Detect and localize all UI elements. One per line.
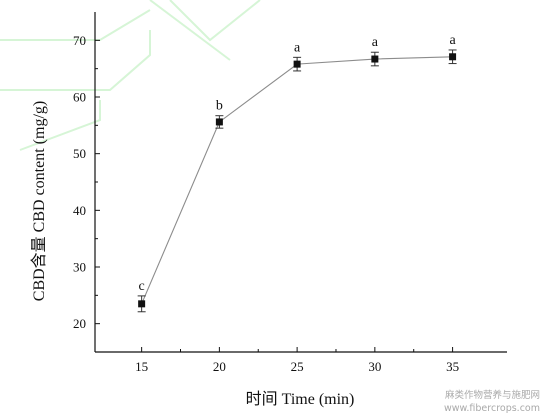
watermark: 麻类作物营养与施肥网 www.fibercrops.com	[444, 389, 540, 414]
y-tick-label: 50	[73, 146, 86, 161]
x-ticks: 15 20 25 30 35	[135, 347, 459, 374]
data-point	[449, 53, 457, 61]
x-tick-label: 20	[213, 359, 226, 374]
x-axis-title: 时间 Time (min)	[246, 390, 355, 408]
x-tick-label: 35	[446, 359, 459, 374]
data-point	[138, 300, 146, 308]
series-line	[141, 56, 453, 305]
watermark-line1: 麻类作物营养与施肥网	[445, 389, 540, 401]
x-tick-label: 30	[368, 359, 381, 374]
series: c b a a a	[137, 33, 457, 313]
data-point	[293, 60, 301, 68]
axes	[94, 12, 507, 353]
y-tick-label: 20	[73, 316, 86, 331]
y-ticks: 20 30 40 50 60 70	[73, 33, 100, 331]
significance-label: c	[139, 279, 145, 294]
significance-label: a	[372, 35, 379, 50]
y-tick-label: 70	[73, 33, 86, 48]
data-point	[371, 55, 379, 63]
x-tick-label: 25	[291, 359, 304, 374]
significance-label: a	[449, 33, 456, 48]
significance-label: b	[216, 99, 223, 114]
data-point	[215, 118, 223, 126]
y-tick-label: 40	[73, 203, 86, 218]
y-tick-label: 30	[73, 260, 86, 275]
y-tick-label: 60	[73, 90, 86, 105]
x-tick-label: 15	[135, 359, 148, 374]
watermark-line2: www.fibercrops.com	[444, 403, 540, 414]
significance-label: a	[294, 40, 301, 55]
y-axis-title: CBD含量 CBD content (mg/g)	[30, 101, 48, 301]
